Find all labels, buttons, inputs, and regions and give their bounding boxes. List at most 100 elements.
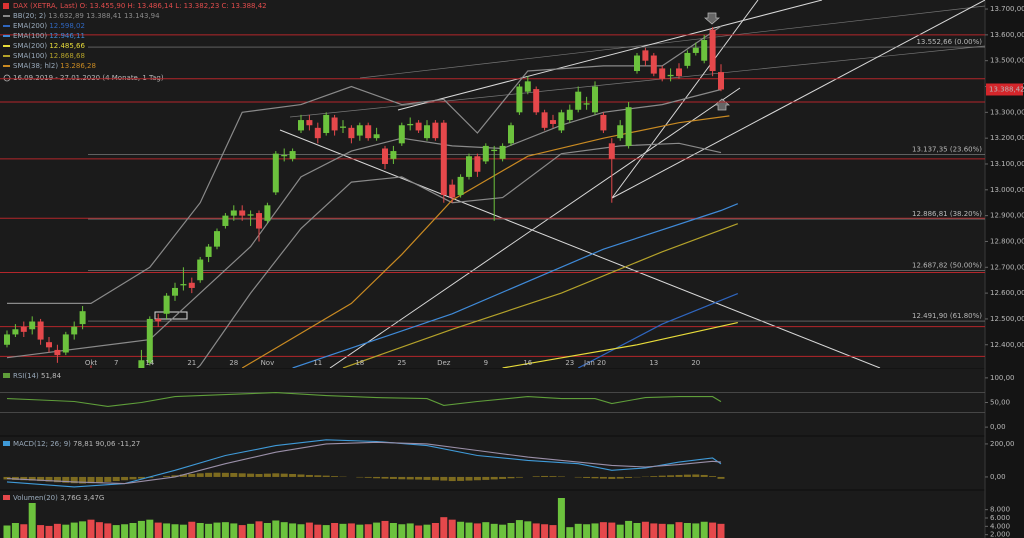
y-tick-label: 13.100,00 bbox=[990, 160, 1024, 168]
candle-body bbox=[365, 125, 372, 139]
candle-body bbox=[516, 86, 523, 113]
legend-swatch bbox=[3, 495, 10, 500]
candle-body bbox=[398, 125, 405, 144]
candle-body bbox=[701, 40, 708, 61]
volume-bar bbox=[179, 524, 187, 538]
volume-bar bbox=[205, 523, 213, 538]
indicator-line bbox=[6, 441, 722, 485]
candle-body bbox=[12, 329, 19, 335]
candle-body bbox=[491, 149, 498, 152]
y-tick-label: 13.300,00 bbox=[990, 108, 1024, 116]
y-tick-label: 6.000 bbox=[990, 514, 1010, 522]
histogram-bar bbox=[625, 476, 633, 478]
volume-bar bbox=[305, 522, 313, 538]
candle-body bbox=[634, 55, 640, 72]
candle-body bbox=[382, 148, 388, 164]
overlay-line bbox=[502, 322, 738, 368]
histogram-bar bbox=[675, 474, 683, 477]
y-tick-label: 12.400,00 bbox=[990, 341, 1024, 349]
candle-body bbox=[356, 125, 363, 136]
legend-entry: EMA(200) 12.598,02 bbox=[13, 22, 85, 30]
legend-readout: 12.485,66 bbox=[49, 42, 85, 50]
histogram-bar bbox=[87, 476, 95, 484]
histogram-bar bbox=[11, 476, 19, 480]
volume-bar bbox=[406, 523, 414, 538]
histogram-bar bbox=[440, 476, 448, 481]
candle-body bbox=[625, 107, 632, 146]
trendline bbox=[611, 0, 985, 199]
marker-box bbox=[154, 311, 188, 320]
legend-title: DAX (XETRA, Last) O: 13.455,90 H: 13.486… bbox=[13, 2, 267, 10]
y-tick-label: 50,00 bbox=[990, 398, 1010, 406]
volume-bar bbox=[709, 522, 717, 538]
histogram-bar bbox=[163, 476, 171, 477]
candle-body bbox=[667, 74, 674, 77]
volume-bar bbox=[692, 523, 700, 538]
candle-body bbox=[575, 91, 582, 110]
down-arrow bbox=[704, 12, 720, 25]
candle-body bbox=[138, 360, 145, 368]
histogram-bar bbox=[650, 476, 658, 477]
candle-body bbox=[146, 318, 153, 363]
volume-bar bbox=[591, 523, 599, 538]
histogram-bar bbox=[415, 476, 423, 480]
legend-name: BB(20; 2) bbox=[13, 12, 46, 20]
volume-bar bbox=[625, 520, 633, 538]
candle-body bbox=[298, 120, 304, 131]
title: DAX (XETRA, Last) bbox=[13, 2, 78, 10]
volume-bar bbox=[171, 524, 179, 538]
overlay-line bbox=[196, 142, 722, 368]
histogram-bar bbox=[591, 476, 599, 479]
x-tick-label: 18 bbox=[355, 359, 364, 367]
candle-body bbox=[46, 342, 52, 348]
candle-body bbox=[566, 109, 573, 121]
volume-bar bbox=[507, 523, 515, 538]
candle-body bbox=[474, 156, 481, 172]
x-tick-label: 21 bbox=[187, 359, 196, 367]
volume-bar bbox=[154, 522, 162, 538]
volume-bar bbox=[356, 524, 364, 538]
volume-bar bbox=[247, 523, 255, 538]
candle-body bbox=[4, 334, 10, 345]
histogram-bar bbox=[465, 476, 473, 481]
candle-body bbox=[617, 125, 624, 139]
x-tick-label: 23 bbox=[565, 359, 574, 367]
volume-bar bbox=[45, 525, 53, 538]
trendline bbox=[359, 5, 985, 79]
last-price-box bbox=[986, 83, 1023, 96]
histogram-bar bbox=[448, 476, 456, 482]
histogram-bar bbox=[549, 476, 557, 477]
indicator-plot bbox=[3, 498, 725, 538]
candle-body bbox=[264, 205, 271, 221]
histogram-bar bbox=[717, 476, 725, 479]
histogram-bar bbox=[692, 474, 700, 477]
volume-bar bbox=[163, 523, 171, 538]
volume-bar bbox=[3, 525, 11, 538]
histogram-bar bbox=[499, 476, 507, 479]
y-tick-label: 4.000 bbox=[990, 522, 1010, 530]
candle-body bbox=[600, 114, 607, 131]
legend-entry: EMA(100) 12.946,11 bbox=[13, 32, 85, 40]
volume-bar bbox=[213, 522, 221, 538]
candle-body bbox=[20, 326, 27, 332]
histogram-bar bbox=[171, 475, 179, 477]
histogram-bar bbox=[28, 476, 36, 481]
histogram-bar bbox=[457, 476, 465, 481]
volume-bar bbox=[104, 523, 112, 538]
volume-bar bbox=[608, 522, 616, 538]
legend: DAX (XETRA, Last) O: 13.455,90 H: 13.486… bbox=[3, 2, 267, 82]
x-tick-label: 9 bbox=[484, 359, 488, 367]
candle-body bbox=[197, 259, 204, 281]
y-tick-label: 13.500,00 bbox=[990, 57, 1024, 65]
y-tick-label: 200,00 bbox=[990, 440, 1015, 448]
candle-body bbox=[281, 154, 288, 157]
histogram-bar bbox=[473, 476, 481, 481]
volume-bar bbox=[70, 522, 78, 538]
candle-body bbox=[440, 122, 447, 195]
histogram-bar bbox=[79, 476, 87, 484]
candle-body bbox=[709, 29, 716, 72]
volume-bar bbox=[566, 527, 574, 538]
histogram-bar bbox=[62, 476, 70, 483]
histogram-bar bbox=[683, 474, 691, 477]
